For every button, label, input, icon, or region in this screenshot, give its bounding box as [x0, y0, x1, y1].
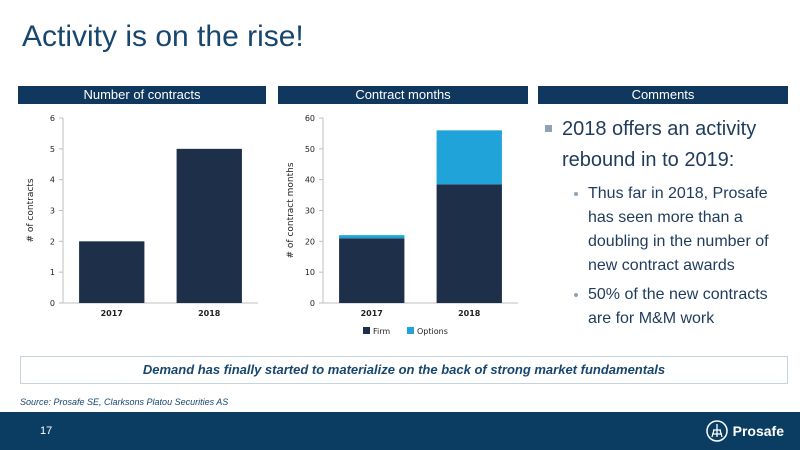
y-axis-label: # of contract months — [286, 162, 296, 258]
y-tick-label: 20 — [305, 237, 315, 246]
y-tick-label: 0 — [310, 299, 315, 308]
x-tick-label: 2018 — [458, 309, 481, 318]
x-tick-label: 2018 — [198, 309, 221, 318]
x-tick-label: 2017 — [361, 309, 383, 318]
rig-logo-icon — [705, 420, 728, 442]
legend-swatch-firm — [363, 327, 370, 334]
comment-sub-text: 50% of the new contracts are for M&M wor… — [588, 286, 768, 327]
y-tick-label: 3 — [50, 207, 55, 216]
comments-section: 2018 offers an activity rebound in to 20… — [542, 114, 792, 336]
comment-sub-bullet: Thus far in 2018, Prosafe has seen more … — [542, 182, 792, 278]
comment-sub-bullet: 50% of the new contracts are for M&M wor… — [542, 283, 792, 331]
legend-label-firm: Firm — [373, 327, 390, 336]
y-tick-label: 6 — [50, 114, 55, 123]
contracts-panel-header: Number of contracts — [18, 86, 266, 104]
y-tick-label: 0 — [50, 299, 55, 308]
y-tick-label: 30 — [305, 207, 315, 216]
y-tick-label: 5 — [50, 145, 55, 154]
comments-panel-header: Comments — [538, 86, 788, 104]
y-tick-label: 2 — [50, 237, 55, 246]
contract-months-chart: 0 10 20 30 40 50 60 # of contract months 2017 201… — [286, 114, 518, 336]
y-tick-label: 10 — [305, 268, 315, 277]
bar-firm-2017 — [339, 238, 405, 303]
prosafe-logo: Prosafe — [705, 420, 784, 442]
comment-main-text: 2018 offers an activity rebound in to 20… — [562, 118, 757, 171]
bar-options-2017 — [339, 235, 405, 239]
y-tick-label: 50 — [305, 145, 315, 154]
slide-title: Activity is on the rise! — [22, 20, 304, 53]
demand-callout: Demand has finally started to materializ… — [20, 356, 788, 384]
page-number: 17 — [40, 425, 53, 437]
contracts-chart: 0 1 2 3 4 5 6 # of contracts 2017 2018 — [26, 114, 258, 318]
bar-firm-2018 — [436, 184, 502, 303]
comment-main-bullet: 2018 offers an activity rebound in to 20… — [542, 114, 792, 176]
y-tick-label: 4 — [50, 176, 55, 185]
x-tick-label: 2017 — [101, 309, 123, 318]
bar-2017 — [79, 241, 145, 303]
comment-sub-text: Thus far in 2018, Prosafe has seen more … — [588, 185, 769, 274]
months-panel-header: Contract months — [278, 86, 528, 104]
dot-bullet-icon — [574, 293, 578, 297]
y-axis-label: # of contracts — [26, 178, 36, 242]
legend-label-options: Options — [417, 327, 448, 336]
y-tick-label: 60 — [305, 114, 315, 123]
square-bullet-icon — [545, 125, 552, 132]
dot-bullet-icon — [574, 192, 578, 196]
y-tick-label: 40 — [305, 176, 315, 185]
bar-options-2018 — [436, 130, 502, 185]
legend-swatch-options — [407, 327, 414, 334]
comment-sub-list: Thus far in 2018, Prosafe has seen more … — [542, 182, 792, 331]
brand-name: Prosafe — [732, 423, 784, 439]
footer-bar: 17 Prosafe — [0, 412, 800, 450]
source-note: Source: Prosafe SE, Clarksons Platou Sec… — [20, 397, 229, 407]
bar-2018 — [176, 148, 242, 303]
y-tick-label: 1 — [50, 268, 55, 277]
